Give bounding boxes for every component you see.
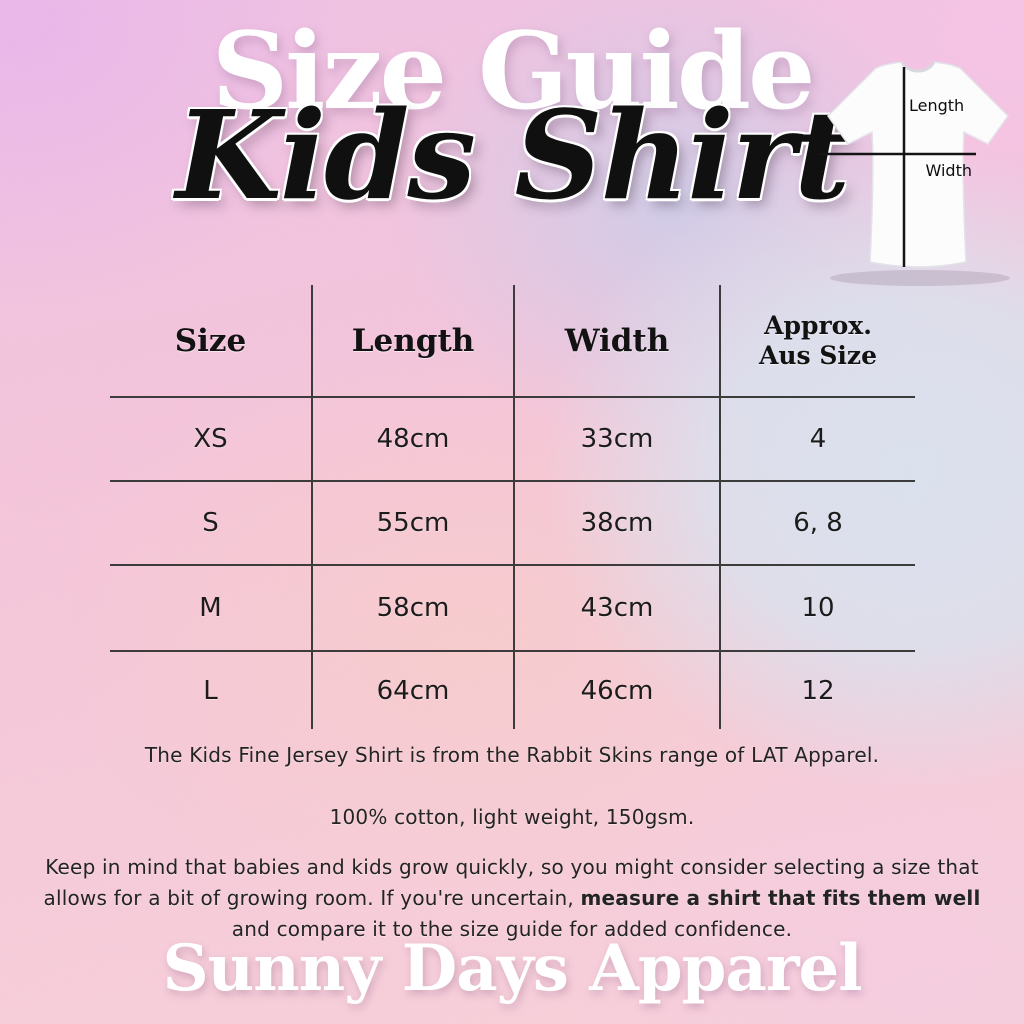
table-cell: 55cm: [313, 482, 515, 566]
brand-name: Sunny Days Apparel: [162, 931, 862, 1006]
table-cell: 58cm: [313, 566, 515, 652]
header-cell-size: Size: [110, 285, 313, 398]
table-cell: 6, 8: [721, 482, 915, 566]
table-cell: 46cm: [515, 652, 721, 729]
shirt-measurement-diagram: Length Width: [816, 50, 1020, 290]
table-cell: 64cm: [313, 652, 515, 729]
table-cell: S: [110, 482, 313, 566]
table-cell: XS: [110, 398, 313, 482]
table-cell: M: [110, 566, 313, 652]
size-table: Size Length Width Approx. Aus Size XS 48…: [110, 285, 915, 729]
sizing-advice-bold: measure a shirt that fits them well: [580, 886, 981, 910]
header-cell-width: Width: [515, 285, 721, 398]
table-cell: 38cm: [515, 482, 721, 566]
tshirt-collar: [900, 61, 936, 73]
table-cell: 43cm: [515, 566, 721, 652]
table-cell: 33cm: [515, 398, 721, 482]
fabric-note-line1: The Kids Fine Jersey Shirt is from the R…: [144, 743, 880, 767]
tshirt-body: [827, 61, 1009, 268]
fabric-note-line2: 100% cotton, light weight, 150gsm.: [329, 805, 695, 829]
header-cell-length: Length: [313, 285, 515, 398]
tshirt-illustration: Length Width: [818, 61, 1010, 286]
table-cell: 4: [721, 398, 915, 482]
width-label: Width: [926, 161, 972, 180]
table-cell: 10: [721, 566, 915, 652]
tshirt-shadow: [830, 270, 1010, 286]
table-cell: 48cm: [313, 398, 515, 482]
header-cell-aus-size: Approx. Aus Size: [721, 285, 915, 398]
length-label: Length: [909, 96, 964, 115]
table-cell: L: [110, 652, 313, 729]
table-cell: 12: [801, 675, 835, 706]
